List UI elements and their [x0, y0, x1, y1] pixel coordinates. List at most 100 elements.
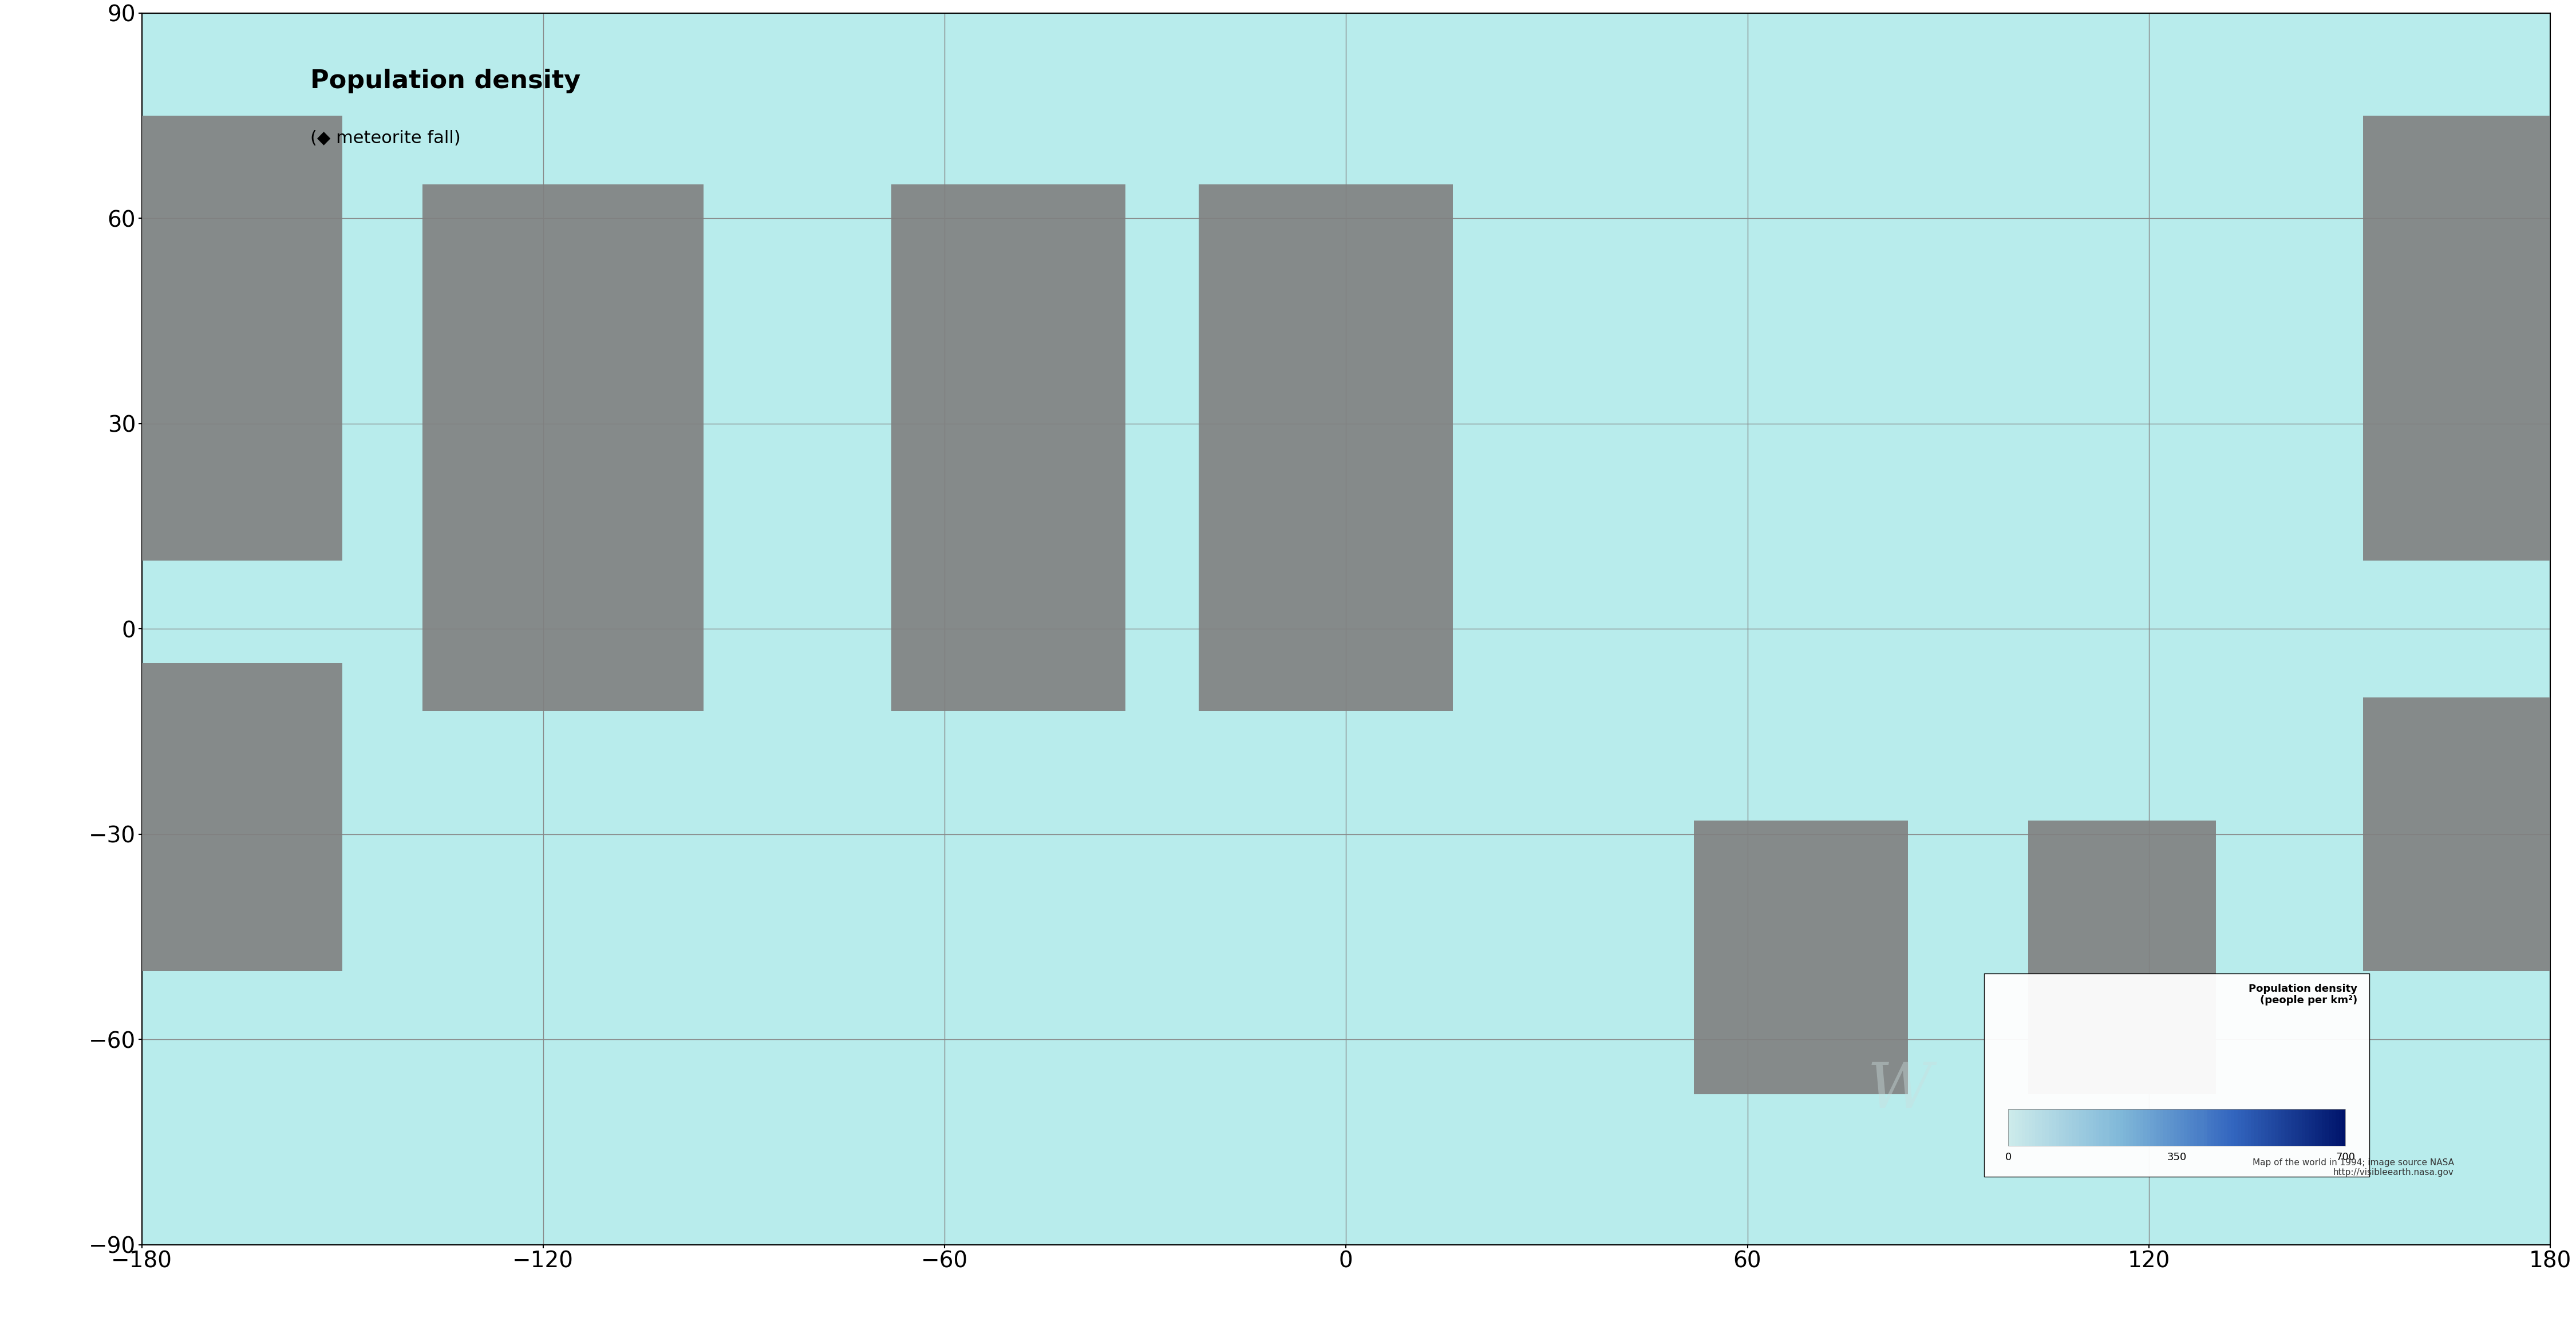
Bar — [2336, 1109, 2339, 1146]
Bar — [2110, 1109, 2112, 1146]
Bar — [2218, 1109, 2221, 1146]
Bar — [2233, 1109, 2239, 1146]
Text: W: W — [1868, 1060, 1932, 1121]
Bar — [2058, 1109, 2063, 1146]
Bar — [2329, 1109, 2331, 1146]
Bar — [2097, 1109, 2099, 1146]
Bar — [2009, 1109, 2012, 1146]
Bar — [1984, 973, 2370, 1177]
Bar — [2311, 1109, 2316, 1146]
Bar — [2038, 1109, 2043, 1146]
Bar — [2035, 1109, 2038, 1146]
Text: 0: 0 — [2004, 1152, 2012, 1163]
Bar — [2071, 1109, 2076, 1146]
Bar — [2264, 1109, 2267, 1146]
Bar — [1198, 184, 1453, 711]
Bar — [2156, 1109, 2161, 1146]
Bar — [2020, 1109, 2022, 1146]
Bar — [2081, 1109, 2087, 1146]
Bar — [2151, 1109, 2154, 1146]
Text: Population density
(people per km²): Population density (people per km²) — [2249, 984, 2357, 1006]
Bar — [2079, 1109, 2081, 1146]
Bar — [2179, 1109, 2184, 1146]
Bar — [2362, 697, 2550, 971]
Bar — [2285, 1109, 2287, 1146]
Bar — [2120, 1109, 2123, 1146]
Bar — [2223, 1109, 2228, 1146]
Bar — [2316, 1109, 2318, 1146]
Bar — [2112, 1109, 2117, 1146]
Bar — [2208, 1109, 2210, 1146]
Bar — [2102, 1109, 2107, 1146]
Bar — [2164, 1109, 2166, 1146]
Bar — [2027, 1109, 2032, 1146]
Bar — [2141, 1109, 2143, 1146]
Bar — [2205, 1109, 2208, 1146]
Bar — [2045, 1109, 2048, 1146]
Bar — [2213, 1109, 2218, 1146]
Bar — [2154, 1109, 2156, 1146]
Bar — [2339, 1109, 2342, 1146]
Bar — [2287, 1109, 2293, 1146]
Bar — [422, 184, 703, 711]
Bar — [2244, 1109, 2249, 1146]
Bar — [2187, 1109, 2190, 1146]
Bar — [2254, 1109, 2257, 1146]
Bar — [2063, 1109, 2066, 1146]
Bar — [2306, 1109, 2308, 1146]
Bar — [2107, 1109, 2110, 1146]
Bar — [2022, 1109, 2025, 1146]
Bar — [2027, 820, 2215, 1094]
Bar — [2277, 1109, 2282, 1146]
Bar — [2239, 1109, 2241, 1146]
Bar — [2130, 1109, 2133, 1146]
Bar — [2326, 1109, 2329, 1146]
Text: Map of the world in 1994; image source NASA
http://visibleearth.nasa.gov: Map of the world in 1994; image source N… — [2251, 1158, 2455, 1177]
Bar — [2087, 1109, 2089, 1146]
Bar — [2308, 1109, 2311, 1146]
Bar — [2228, 1109, 2231, 1146]
Bar — [2200, 1109, 2205, 1146]
Bar — [2177, 1109, 2179, 1146]
Bar — [2221, 1109, 2223, 1146]
Bar — [2331, 1109, 2336, 1146]
Bar — [2231, 1109, 2233, 1146]
Bar — [142, 662, 343, 971]
Bar — [2318, 1109, 2321, 1146]
Bar — [2267, 1109, 2272, 1146]
Bar — [2262, 1109, 2264, 1146]
Bar — [2099, 1109, 2102, 1146]
Bar — [2298, 1109, 2303, 1146]
Bar — [2169, 1109, 2174, 1146]
Bar — [2293, 1109, 2295, 1146]
Bar — [2210, 1109, 2213, 1146]
Bar — [2136, 1109, 2141, 1146]
Bar — [2032, 1109, 2035, 1146]
Bar — [2342, 1109, 2347, 1146]
Text: (◆ meteorite fall): (◆ meteorite fall) — [309, 130, 461, 146]
Bar — [2362, 116, 2550, 561]
Text: Population density: Population density — [309, 68, 580, 94]
Bar — [2146, 1109, 2151, 1146]
Bar — [2303, 1109, 2306, 1146]
Bar — [2056, 1109, 2058, 1146]
Bar — [2295, 1109, 2298, 1146]
Bar — [2275, 1109, 2277, 1146]
Bar — [2241, 1109, 2244, 1146]
Bar — [2190, 1109, 2195, 1146]
Bar — [2076, 1109, 2079, 1146]
Bar — [2143, 1109, 2146, 1146]
Bar — [2089, 1109, 2092, 1146]
Bar — [891, 184, 1126, 711]
Bar — [2009, 1109, 2347, 1146]
Bar — [142, 116, 343, 561]
Bar — [2012, 1109, 2014, 1146]
Bar — [2125, 1109, 2130, 1146]
Bar — [2184, 1109, 2187, 1146]
Bar — [2066, 1109, 2069, 1146]
Bar — [2092, 1109, 2097, 1146]
Bar — [2249, 1109, 2251, 1146]
Bar — [2133, 1109, 2136, 1146]
Bar — [2195, 1109, 2197, 1146]
Bar — [2272, 1109, 2275, 1146]
